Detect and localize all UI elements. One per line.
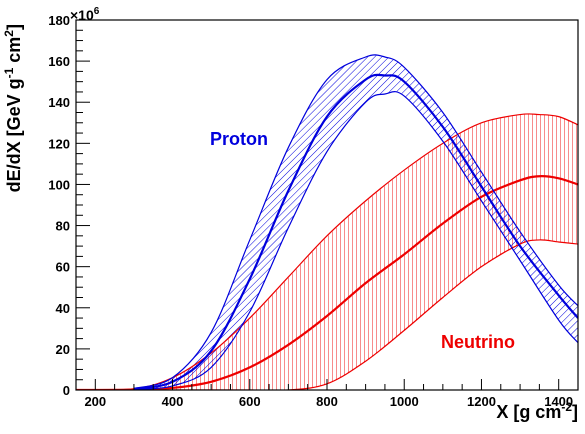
y-tick-label: 0 bbox=[63, 383, 70, 398]
y-axis-label: dE/dX [GeV g-1 cm2] bbox=[2, 24, 24, 192]
proton-band bbox=[133, 54, 578, 390]
x-tick-label: 600 bbox=[239, 394, 261, 409]
x-axis-ticks: 200 400 600 800 1000 1200 1400 bbox=[75, 379, 579, 409]
neutrino-band-upper-edge bbox=[76, 113, 578, 390]
legend-proton: Proton bbox=[210, 129, 268, 149]
y-tick-label: 180 bbox=[48, 13, 70, 28]
legend-neutrino: Neutrino bbox=[441, 332, 515, 352]
x-tick-label: 400 bbox=[162, 394, 184, 409]
y-tick-label: 120 bbox=[48, 136, 70, 151]
neutrino-band-lower-edge bbox=[76, 239, 578, 390]
y-tick-label: 160 bbox=[48, 54, 70, 69]
y-multiplier: ×106 bbox=[70, 6, 100, 23]
y-tick-label: 60 bbox=[56, 260, 70, 275]
proton-band-upper-edge bbox=[133, 54, 578, 389]
uncertainty-bands bbox=[76, 54, 578, 390]
x-tick-label: 800 bbox=[316, 394, 338, 409]
neutrino-band bbox=[76, 113, 578, 390]
series-lines bbox=[76, 54, 578, 390]
x-tick-label: 1200 bbox=[467, 394, 496, 409]
y-axis-ticks: 0 20 40 60 80 100 120 140 160 180 bbox=[48, 13, 90, 398]
y-tick-label: 80 bbox=[56, 219, 70, 234]
y-tick-label: 140 bbox=[48, 95, 70, 110]
neutrino-mean-line bbox=[76, 175, 578, 390]
x-tick-label: 200 bbox=[84, 394, 106, 409]
x-axis-label: X [g cm-2] bbox=[496, 400, 578, 422]
proton-mean-line bbox=[133, 73, 578, 390]
y-tick-label: 40 bbox=[56, 301, 70, 316]
proton-band-lower-edge bbox=[133, 91, 578, 390]
y-tick-label: 100 bbox=[48, 177, 70, 192]
y-tick-label: 20 bbox=[56, 342, 70, 357]
x-tick-label: 1000 bbox=[390, 394, 419, 409]
x-tick-label: 1400 bbox=[544, 394, 573, 409]
